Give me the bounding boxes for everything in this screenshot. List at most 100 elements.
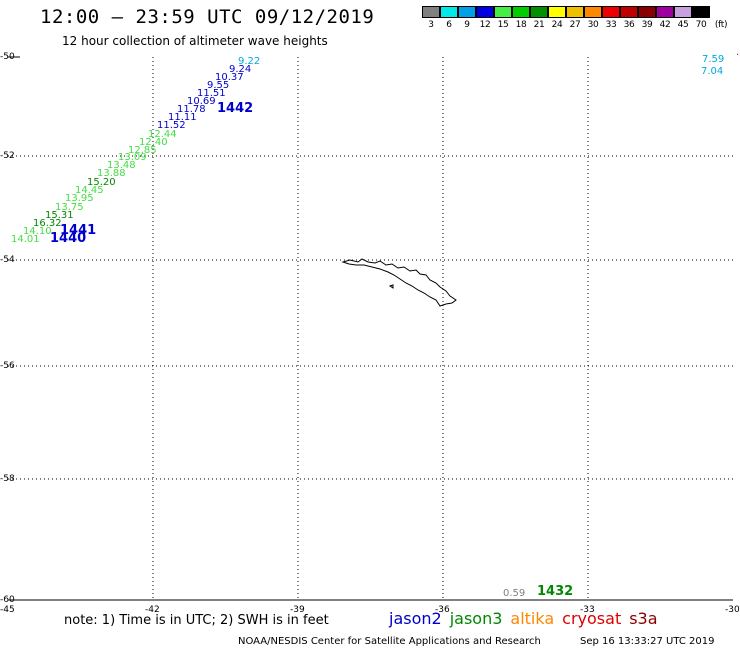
lon-tick-label: -45	[0, 605, 15, 615]
wave-height-label: 15.20	[87, 177, 116, 188]
wave-height-label: 11.78	[177, 104, 206, 115]
legend-item-3: 3	[422, 6, 440, 30]
legend-swatch	[602, 6, 620, 18]
legend-item-6: 6	[440, 6, 458, 30]
legend-item-27: 27	[566, 6, 584, 30]
small-island	[388, 284, 394, 289]
satellite-s3a: s3a	[629, 609, 658, 628]
wave-height-label: 12.40	[139, 137, 168, 148]
wave-height-labels: 9.229.2410.379.5511.5110.6911.7811.1111.…	[11, 54, 724, 599]
lat-tick-label: -50	[0, 52, 15, 62]
wave-height-label: 11.51	[197, 88, 226, 99]
legend-item-21: 21	[530, 6, 548, 30]
wave-height-label: 16.32	[33, 218, 62, 229]
wave-height-label: 11.11	[168, 112, 197, 123]
legend-swatch	[638, 6, 656, 18]
wave-height-label: 13.75	[55, 202, 84, 213]
south-georgia-coastline	[341, 258, 457, 307]
legend-item-12: 12	[476, 6, 494, 30]
lat-tick-label: -60	[0, 595, 15, 605]
lat-tick-label: -58	[0, 474, 15, 484]
legend-item-9: 9	[458, 6, 476, 30]
satellite-jason3: jason3	[449, 609, 503, 628]
legend-swatch	[422, 6, 440, 18]
legend-value: 3	[428, 20, 434, 30]
legend-swatch	[440, 6, 458, 18]
legend-swatch	[530, 6, 548, 18]
legend-unit: (ft)	[710, 6, 728, 30]
legend-value: 6	[446, 20, 452, 30]
legend-item-42: 42	[656, 6, 674, 30]
map-subtitle: 12 hour collection of altimeter wave hei…	[62, 34, 328, 48]
lon-tick-label: -39	[290, 605, 305, 615]
wave-height-color-legend: 3 6 9 12 15 18 21 24 27 30 33 36 39 42 45 70 (ft)	[422, 6, 728, 30]
legend-swatch	[512, 6, 530, 18]
pass-time-label: 1440	[50, 231, 86, 246]
legend-value: 18	[515, 20, 527, 30]
legend-value: 9	[464, 20, 470, 30]
wave-height-label: 13.88	[97, 168, 126, 179]
legend-item-15: 15	[494, 6, 512, 30]
wave-height-label: 7.04	[701, 66, 723, 77]
legend-swatch	[476, 6, 494, 18]
axis-tick-labels: -50 -52 -54 -56 -58 -60-45 -42 -39 -36 -33 -30	[0, 52, 740, 615]
legend-swatch	[674, 6, 692, 18]
legend-value: 24	[551, 20, 563, 30]
map-frame	[8, 56, 733, 601]
wave-height-label: 0.59	[503, 588, 525, 599]
lat-tick-label: -54	[0, 255, 15, 265]
lon-tick-label: -30	[725, 605, 740, 615]
footer-note: note: 1) Time is in UTC; 2) SWH is in fe…	[64, 613, 329, 628]
legend-value: 27	[569, 20, 581, 30]
satellite-jason2: jason2	[389, 609, 442, 628]
wave-height-label: 12.44	[148, 129, 177, 140]
legend-swatch	[548, 6, 566, 18]
lat-tick-label: -56	[0, 361, 15, 371]
wave-height-label: 14.01	[11, 234, 40, 245]
legend-swatch	[458, 6, 476, 18]
wave-height-label: 9.22	[238, 56, 260, 67]
legend-item-36: 36	[620, 6, 638, 30]
legend-item-33: 33	[602, 6, 620, 30]
generation-timestamp: Sep 16 13:33:27 UTC 2019	[580, 636, 715, 647]
lat-lon-grid	[8, 57, 733, 600]
satellite-legend: jason2 jason3 altika cryosat s3a	[389, 609, 666, 628]
pass-time-label: 1432	[537, 584, 573, 599]
legend-swatch	[620, 6, 638, 18]
pass-time-label: 1441	[60, 223, 96, 238]
wave-height-label: 13.95	[65, 193, 94, 204]
legend-value: 21	[533, 20, 545, 30]
legend-value: 15	[497, 20, 509, 30]
legend-item-18: 18	[512, 6, 530, 30]
legend-value: 45	[677, 20, 689, 30]
legend-swatch	[584, 6, 602, 18]
lon-tick-label: -42	[145, 605, 160, 615]
legend-item-45: 45	[674, 6, 692, 30]
wave-height-label: 14.45	[75, 185, 104, 196]
wave-height-label: 12.85	[128, 145, 157, 156]
pass-time-label: 1442	[217, 101, 253, 116]
satellite-altika: altika	[510, 609, 555, 628]
wave-height-label: 15.31	[45, 210, 74, 221]
wave-height-label: 10.37	[215, 72, 244, 83]
wave-height-label: 10.69	[187, 96, 216, 107]
legend-value: 39	[641, 20, 653, 30]
legend-item-70: 70	[692, 6, 710, 30]
legend-value: 33	[605, 20, 617, 30]
wave-height-label: 9.24	[229, 64, 251, 75]
wave-height-label: 9.55	[207, 80, 229, 91]
cryosat-track-dot: .	[736, 47, 739, 58]
lat-tick-label: -52	[0, 151, 15, 161]
legend-value: 12	[479, 20, 491, 30]
legend-value: 30	[587, 20, 599, 30]
credit-line: NOAA/NESDIS Center for Satellite Applica…	[238, 636, 541, 647]
lon-tick-label: -33	[580, 605, 595, 615]
wave-height-label: 13.48	[107, 160, 136, 171]
wave-height-label: 11.52	[157, 120, 186, 131]
legend-item-24: 24	[548, 6, 566, 30]
wave-height-label: 13.09	[118, 152, 147, 163]
legend-swatch	[566, 6, 584, 18]
legend-value: 36	[623, 20, 635, 30]
satellite-cryosat: cryosat	[562, 609, 622, 628]
